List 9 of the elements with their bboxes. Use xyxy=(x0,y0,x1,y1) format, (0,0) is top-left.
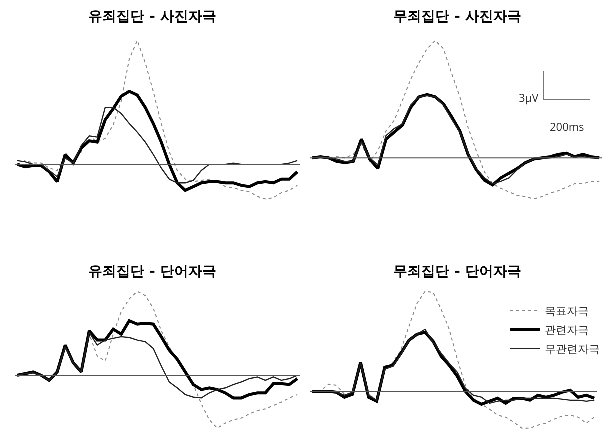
legend-label: 목표자극 xyxy=(545,304,590,319)
chart-title: 무죄집단 - 단어자극 xyxy=(394,264,522,280)
annotation: 3µV xyxy=(519,91,540,106)
annotation: 200ms xyxy=(550,120,584,135)
chart-title: 유죄집단 - 단어자극 xyxy=(88,264,216,280)
chart-title: 유죄집단 - 사진자극 xyxy=(88,8,216,25)
legend-label: 무관련자극 xyxy=(545,342,600,357)
chart-title: 무죄집단 - 사진자극 xyxy=(394,8,522,25)
legend-label: 관련자극 xyxy=(545,322,590,338)
